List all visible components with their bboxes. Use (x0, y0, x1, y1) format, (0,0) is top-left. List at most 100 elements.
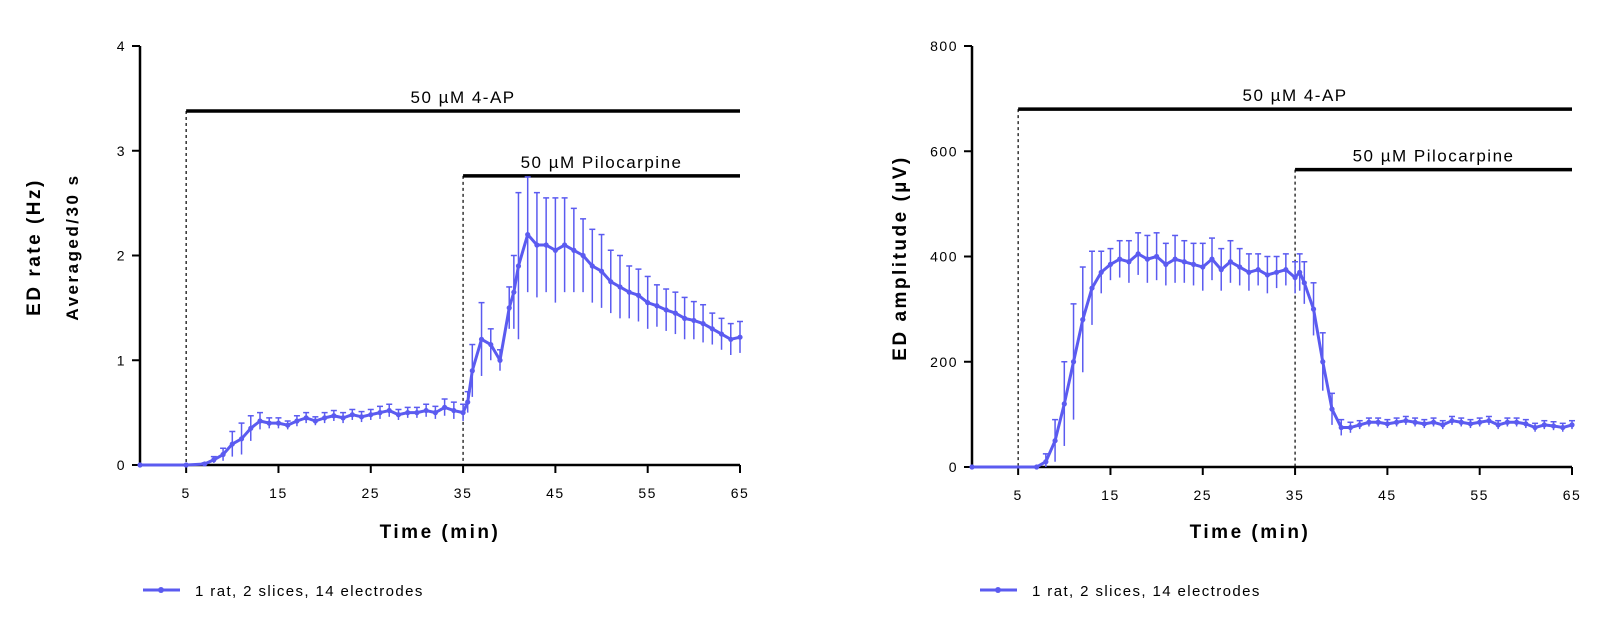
y-axis-subtitle: Averaged/30 s (63, 173, 82, 320)
data-point (525, 231, 531, 238)
data-point (238, 436, 245, 442)
data-point (506, 305, 512, 311)
y-axis-title: ED amplitude (µV) (890, 155, 911, 360)
data-point (709, 326, 715, 332)
y-tick-label: 3 (117, 143, 126, 159)
data-point (1449, 418, 1455, 424)
data-point (1320, 359, 1326, 365)
data-point (1043, 459, 1049, 465)
data-point (626, 289, 632, 295)
data-point (1237, 264, 1243, 270)
data-point (1569, 422, 1575, 428)
data-point (1329, 406, 1335, 412)
annotations: 50 µM 4-AP 50 µM Pilocarpine (140, 88, 740, 466)
x-tick-label: 5 (1014, 487, 1023, 503)
data-point (1209, 256, 1215, 262)
data-point (718, 331, 725, 337)
x-tick-label: 55 (1470, 487, 1489, 503)
data-point (368, 412, 374, 418)
x-tick-label: 35 (454, 485, 473, 501)
data-point (1098, 269, 1104, 275)
annotations: 50 µM 4-AP 50 µM Pilocarpine (1017, 86, 1572, 467)
data-point (1264, 272, 1270, 278)
legend-label: 1 rat, 2 slices, 14 electrodes (1032, 583, 1261, 600)
data-point (1144, 256, 1150, 262)
data-point (1172, 256, 1178, 262)
data-point (1034, 464, 1040, 470)
data-point (608, 279, 614, 285)
legend-swatch-marker (158, 587, 164, 593)
data-point (1347, 424, 1354, 431)
series-line (972, 252, 1573, 469)
data-point (395, 412, 402, 418)
data-point (1117, 256, 1123, 262)
data-point (663, 307, 669, 313)
data-point (562, 242, 568, 248)
data-point (672, 310, 678, 316)
y-tick-label: 1 (117, 352, 126, 368)
data-point (432, 410, 438, 416)
data-point (322, 415, 328, 421)
legend-label: 1 rat, 2 slices, 14 electrodes (195, 583, 424, 600)
treatment-label: 50 µM Pilocarpine (1353, 147, 1515, 166)
y-tick-label: 0 (949, 459, 958, 475)
data-point (511, 289, 517, 295)
series (137, 176, 743, 468)
x-axis-title: Time (min) (380, 522, 501, 543)
data-point (1394, 419, 1400, 425)
y-axis-title: ED rate (Hz) (24, 178, 45, 316)
data-point (682, 315, 688, 321)
data-point (1070, 359, 1077, 365)
data-point (202, 461, 208, 467)
data-point (737, 334, 743, 340)
y-tick-label: 400 (930, 249, 958, 265)
x-tick-label: 25 (361, 485, 380, 501)
y-tick-label: 4 (117, 38, 126, 54)
data-point (1486, 418, 1492, 424)
data-point (580, 252, 586, 259)
data-point (534, 242, 540, 248)
y-tick-label: 600 (930, 143, 958, 159)
y-tick-label: 800 (930, 38, 958, 54)
data-point (451, 407, 457, 414)
axes (138, 46, 740, 467)
data-point (1154, 253, 1160, 260)
data-point (691, 317, 697, 324)
data-point (386, 407, 392, 414)
data-point (1384, 421, 1390, 427)
data-point (1126, 259, 1132, 265)
data-point (312, 418, 318, 424)
x-tick-label: 5 (182, 485, 191, 501)
data-point (349, 412, 355, 418)
data-point (257, 418, 263, 424)
data-point (423, 407, 429, 414)
x-tick-label: 55 (638, 485, 657, 501)
data-point (303, 415, 309, 421)
data-point (1440, 422, 1446, 428)
data-point (1477, 419, 1483, 425)
data-point (700, 320, 706, 327)
data-point (1403, 418, 1409, 424)
treatment-label: 50 µM 4-AP (1243, 86, 1348, 105)
series-line (140, 233, 741, 467)
data-point (969, 464, 975, 470)
data-point (1080, 317, 1086, 323)
data-point (1338, 424, 1344, 431)
data-point (1292, 274, 1298, 281)
data-point (515, 263, 522, 269)
data-point (442, 404, 448, 410)
ticks: 0 200 400 600 800 5 15 25 35 45 55 65 (930, 38, 1580, 503)
data-point (1246, 269, 1252, 275)
x-tick-label: 65 (731, 485, 750, 501)
data-point (266, 420, 272, 426)
data-point (183, 462, 189, 468)
data-point (1375, 419, 1381, 425)
data-point (488, 341, 494, 348)
data-point (635, 292, 642, 298)
data-point (1297, 269, 1303, 275)
x-tick-label: 25 (1193, 487, 1212, 503)
y-tick-label: 0 (117, 457, 126, 473)
data-point (617, 284, 623, 290)
